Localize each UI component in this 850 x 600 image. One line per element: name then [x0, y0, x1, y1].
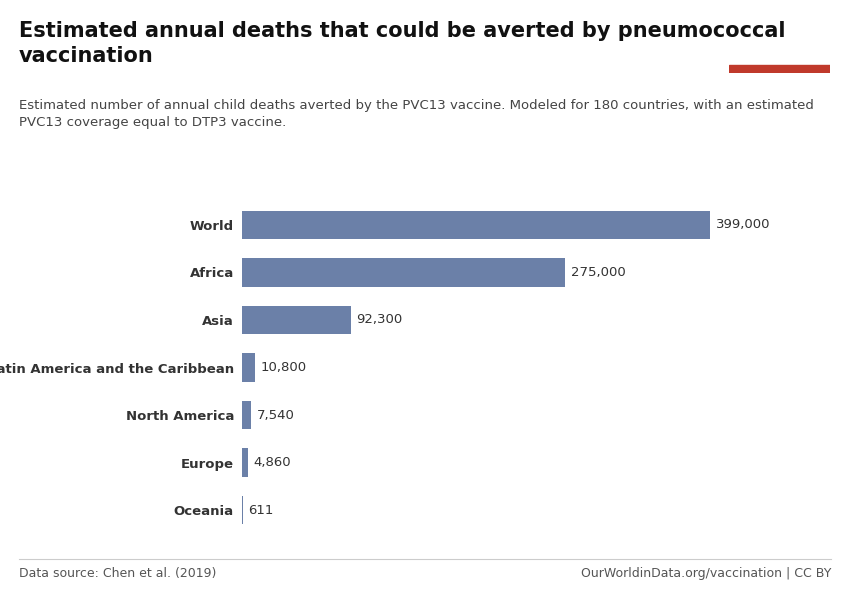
Text: Data source: Chen et al. (2019): Data source: Chen et al. (2019): [19, 567, 216, 580]
Bar: [729, 65, 830, 73]
Bar: [242, 401, 251, 429]
Text: Our World: Our World: [746, 22, 813, 35]
Bar: [242, 306, 350, 334]
Text: OurWorldinData.org/vaccination | CC BY: OurWorldinData.org/vaccination | CC BY: [581, 567, 831, 580]
Text: Estimated number of annual child deaths averted by the PVC13 vaccine. Modeled fo: Estimated number of annual child deaths …: [19, 99, 813, 129]
Text: 399,000: 399,000: [716, 218, 771, 232]
Text: 7,540: 7,540: [257, 409, 295, 422]
Bar: [242, 353, 255, 382]
Text: 10,800: 10,800: [261, 361, 307, 374]
Text: 4,860: 4,860: [253, 456, 292, 469]
Text: in Data: in Data: [756, 41, 803, 54]
Text: Estimated annual deaths that could be averted by pneumococcal
vaccination: Estimated annual deaths that could be av…: [19, 21, 785, 66]
Bar: [242, 258, 565, 287]
Text: 275,000: 275,000: [570, 266, 626, 279]
Bar: [242, 211, 711, 239]
Text: 611: 611: [248, 503, 274, 517]
Text: 92,300: 92,300: [356, 313, 402, 326]
Bar: [242, 448, 248, 477]
